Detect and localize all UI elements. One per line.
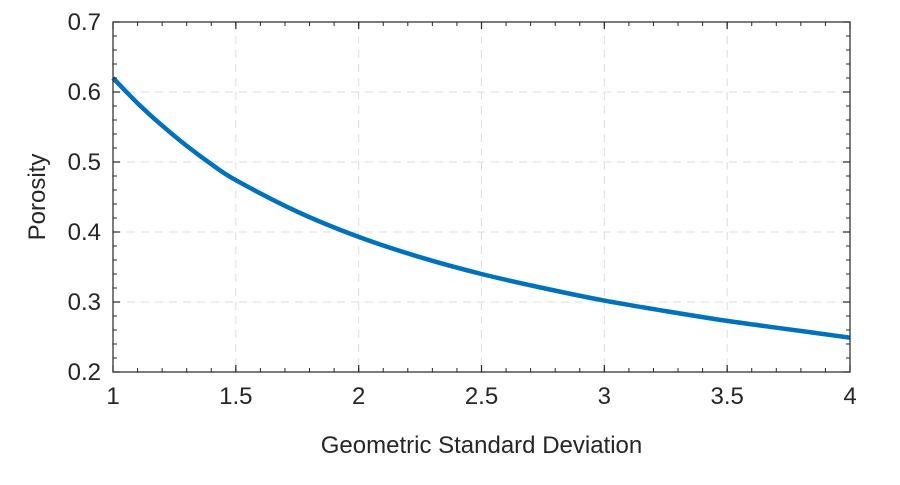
- x-tick-label: 1: [106, 383, 119, 410]
- series-layer: [111, 76, 851, 340]
- y-axis-label: Porosity: [24, 154, 51, 241]
- x-tick-label: 3: [598, 383, 611, 410]
- x-tick-label: 3.5: [710, 383, 743, 410]
- grid-lines: [113, 22, 850, 372]
- series-line: [111, 76, 851, 340]
- x-axis-label: Geometric Standard Deviation: [321, 432, 643, 459]
- x-tick-label: 2: [352, 383, 365, 410]
- y-tick-label: 0.4: [68, 219, 101, 246]
- x-tick-label: 1.5: [219, 383, 252, 410]
- y-tick-label: 0.3: [68, 289, 101, 316]
- y-tick-label: 0.5: [68, 149, 101, 176]
- x-tick-label: 4: [843, 383, 856, 410]
- y-tick-label: 0.2: [68, 359, 101, 386]
- y-tick-label: 0.7: [68, 9, 101, 36]
- x-tick-label: 2.5: [465, 383, 498, 410]
- tick-labels: 1 1.5 2 2.5 3 3.5 4 0.2 0.3 0.4 0.5 0.6 0.7: [68, 9, 857, 410]
- y-tick-label: 0.6: [68, 79, 101, 106]
- tick-marks: [112, 21, 851, 373]
